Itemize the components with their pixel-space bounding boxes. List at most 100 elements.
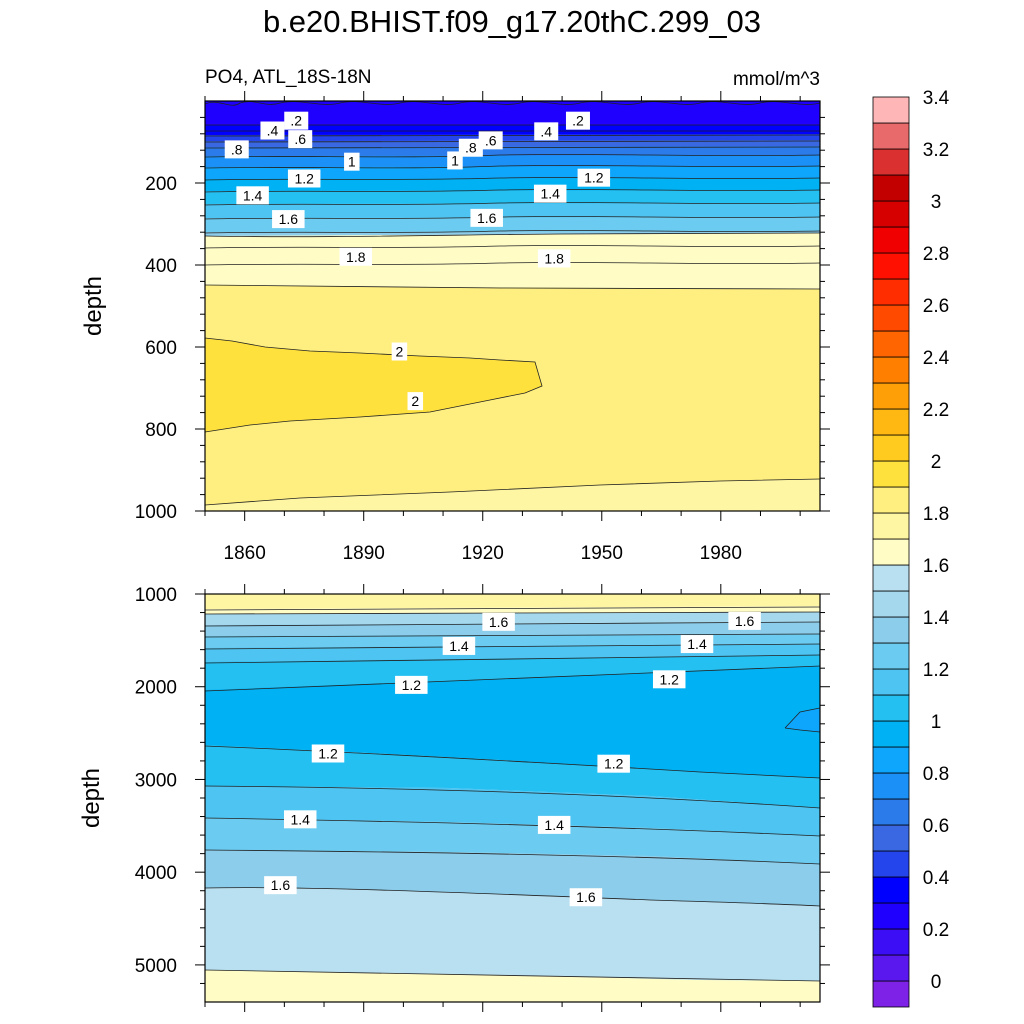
colorbar-swatch <box>872 486 910 514</box>
top-contour-label: .4 <box>267 123 279 139</box>
bottom-contour-label: 1.6 <box>576 889 596 905</box>
top-xtick-label: 1860 <box>224 543 266 564</box>
colorbar-swatch <box>872 720 910 748</box>
top-contour-label-bg <box>284 111 309 130</box>
bottom-axis-ticks <box>195 584 830 1012</box>
colorbar-swatch <box>872 876 910 904</box>
bottom-contour-label-bg <box>680 635 714 654</box>
colorbar-tick-label: 2.8 <box>923 244 949 265</box>
bottom-contour-label: 1.4 <box>290 811 310 827</box>
top-panel-units: mmol/m^3 <box>733 69 820 90</box>
colorbar-swatch <box>872 174 910 202</box>
colorbar-tick-label: 2 <box>931 452 942 473</box>
bottom-contour-labels: 1.6 1.6 1.4 1.4 1.2 1.2 1.2 1.2 1.4 1.4 1.6 1.6 <box>264 611 761 907</box>
colorbar-swatch <box>872 902 910 930</box>
colorbar-tick-label: 3 <box>931 192 942 213</box>
colorbar-swatch <box>872 798 910 826</box>
top-contour-label: 1.2 <box>294 170 314 186</box>
colorbar-swatch <box>872 356 910 384</box>
top-contour-label: .8 <box>465 140 477 156</box>
colorbar-swatch <box>872 928 910 956</box>
bottom-contour-label-bg <box>311 744 345 763</box>
top-contour-label-bg <box>224 140 249 159</box>
colorbar-swatch <box>872 252 910 280</box>
top-panel-ylabel: depth <box>80 276 107 336</box>
colorbar-tick-labels: 0 0.2 0.4 0.6 0.8 1 1.2 1.4 1.6 1.8 2 2.2 2.4 2.6 2.8 3… <box>923 88 950 993</box>
top-xtick-label: 1890 <box>343 543 385 564</box>
top-contour-label: 1.8 <box>346 249 366 265</box>
top-contour-label-bg <box>260 121 285 140</box>
top-contour-label: .6 <box>485 132 497 148</box>
top-ytick-label: 200 <box>145 174 177 195</box>
colorbar-swatch <box>872 226 910 254</box>
colorbar-tick-label: 2.4 <box>923 348 950 369</box>
colorbar: 0 0.2 0.4 0.6 0.8 1 1.2 1.4 1.6 1.8 2 2.2 2.4 2.6 2.8 3… <box>872 88 950 1008</box>
top-contour-label-bg <box>458 138 483 157</box>
top-contour-label-bg <box>577 168 611 187</box>
colorbar-swatch <box>872 382 910 410</box>
top-contour-label: .6 <box>294 131 306 147</box>
top-contour-label-bg <box>288 130 313 149</box>
colorbar-tick-label: 0.4 <box>923 868 950 889</box>
colorbar-swatch <box>872 278 910 306</box>
colorbar-swatch <box>872 330 910 358</box>
figure-title: b.e20.BHIST.f09_g17.20thC.299_03 <box>262 4 762 39</box>
top-contour-label: 1.2 <box>584 170 604 186</box>
bottom-contour-label: 1.2 <box>604 756 624 772</box>
top-contour-label-bg <box>287 169 321 188</box>
top-contour-label: 1.6 <box>477 210 497 226</box>
bottom-ytick-label: 4000 <box>135 863 177 884</box>
top-contour-label-bg <box>447 151 463 170</box>
top-ytick-label: 1000 <box>135 502 177 523</box>
bottom-panel: depth <box>78 584 830 1012</box>
bottom-contour-label-bg <box>569 888 603 907</box>
top-contour-label: 2 <box>411 393 419 409</box>
colorbar-tick-label: 0.2 <box>923 920 949 941</box>
top-panel-title: PO4, ATL_18S-18N <box>205 67 372 88</box>
colorbar-tick-label: 1.6 <box>923 556 949 577</box>
top-contour-label: .4 <box>540 123 552 139</box>
colorbar-swatch <box>872 96 910 124</box>
colorbar-swatch <box>872 590 910 618</box>
colorbar-swatch <box>872 538 910 566</box>
bottom-contour-label: 1.4 <box>449 638 469 654</box>
colorbar-tick-label: 1.4 <box>923 608 950 629</box>
colorbar-swatch <box>872 980 910 1008</box>
colorbar-swatch <box>872 148 910 176</box>
bottom-contour-label-bg <box>482 612 515 631</box>
colorbar-tick-label: 3.2 <box>923 140 949 161</box>
bottom-ytick-label: 2000 <box>135 678 177 699</box>
top-xtick-label: 1980 <box>700 543 742 564</box>
bottom-contour-fill <box>205 594 820 1002</box>
colorbar-tick-label: 0.6 <box>923 816 949 837</box>
top-axis-tick-labels: 1860 1890 1920 1950 1980 200 400 600 800 1000 <box>135 174 742 564</box>
top-contour-label-bg <box>534 122 559 141</box>
bottom-contour-label: 1.6 <box>735 613 755 629</box>
top-contour-label-bg <box>391 342 408 361</box>
colorbar-tick-label: 2.2 <box>923 400 949 421</box>
bottom-contour-label: 1.6 <box>489 614 509 630</box>
top-contour-label: .8 <box>231 141 243 157</box>
colorbar-swatch <box>872 408 910 436</box>
top-contour-label-bg <box>470 208 503 227</box>
top-ytick-label: 800 <box>145 420 177 441</box>
top-contour-label-bg <box>478 131 503 150</box>
top-contour-label-bg <box>339 247 373 266</box>
top-contour-label: 1.4 <box>243 187 263 203</box>
bottom-ytick-label: 3000 <box>135 770 177 791</box>
colorbar-swatch <box>872 200 910 228</box>
colorbar-swatch <box>872 746 910 774</box>
top-ytick-label: 400 <box>145 256 177 277</box>
top-contour-label: .2 <box>290 113 302 129</box>
colorbar-swatch <box>872 304 910 332</box>
top-axis-ticks <box>195 91 830 521</box>
colorbar-tick-label: 1.2 <box>923 660 949 681</box>
bottom-contour-label-bg <box>442 636 476 655</box>
colorbar-swatch <box>872 616 910 644</box>
top-contour-fill <box>205 101 820 511</box>
colorbar-tick-label: 0.8 <box>923 764 949 785</box>
colorbar-swatch <box>872 564 910 592</box>
colorbar-swatch <box>872 642 910 670</box>
top-contour-label: 1.8 <box>544 250 564 266</box>
